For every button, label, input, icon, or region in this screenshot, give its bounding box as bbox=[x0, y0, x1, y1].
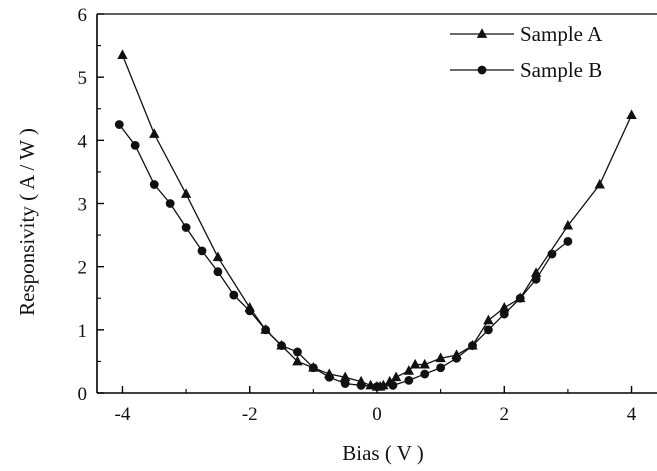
y-tick-label: 5 bbox=[78, 68, 88, 89]
x-tick-label: 2 bbox=[500, 404, 510, 425]
triangle-marker-point bbox=[435, 352, 446, 363]
x-tick-label: 0 bbox=[372, 404, 382, 425]
circle-marker-point bbox=[197, 246, 207, 256]
circle-marker-point bbox=[547, 249, 557, 259]
circle-marker-point bbox=[436, 363, 446, 373]
triangle-marker-point bbox=[594, 178, 605, 189]
series-line bbox=[118, 124, 569, 388]
triangle-marker-point bbox=[562, 219, 574, 230]
circle-marker-point bbox=[149, 180, 159, 189]
y-tick-label: 1 bbox=[78, 321, 88, 342]
circle-marker-point bbox=[468, 341, 477, 351]
legend-label: Sample A bbox=[520, 22, 603, 46]
circle-marker-point bbox=[356, 381, 366, 390]
circle-marker-point bbox=[130, 140, 140, 150]
triangle-marker-point bbox=[117, 49, 128, 59]
circle-marker-point bbox=[372, 382, 382, 392]
circle-marker-point bbox=[261, 325, 271, 335]
x-axis-title: Bias ( V ) bbox=[342, 441, 423, 465]
circle-marker-point bbox=[324, 372, 334, 382]
triangle-marker-point bbox=[339, 371, 351, 382]
triangle-marker-point bbox=[403, 365, 415, 375]
circle-marker-point bbox=[293, 347, 302, 357]
series-line bbox=[121, 54, 633, 388]
circle-marker-point bbox=[420, 369, 430, 379]
y-tick-label: 0 bbox=[78, 384, 88, 405]
y-axis-title: Responsivity ( A / W ) bbox=[15, 128, 39, 316]
triangle-marker-point bbox=[390, 371, 402, 382]
triangle-marker-point bbox=[180, 188, 192, 198]
circle-marker-point bbox=[213, 267, 223, 277]
y-tick-label: 6 bbox=[78, 5, 88, 26]
triangle-marker-point bbox=[499, 302, 510, 312]
circle-marker-point bbox=[165, 199, 175, 208]
circle-marker-point bbox=[308, 363, 318, 373]
y-tick-label: 4 bbox=[78, 131, 88, 152]
triangle-marker-point bbox=[292, 355, 303, 366]
circle-marker-point bbox=[404, 375, 414, 385]
x-tick-label: -2 bbox=[242, 404, 258, 425]
circle-marker-point bbox=[181, 223, 191, 232]
circle-marker-point bbox=[229, 290, 239, 300]
legend-circle-marker bbox=[477, 65, 487, 75]
series-sample-b bbox=[114, 120, 573, 392]
triangle-marker-point bbox=[419, 358, 430, 369]
triangle-marker-point bbox=[409, 358, 421, 369]
circle-marker-point bbox=[340, 379, 350, 388]
circle-marker-point bbox=[483, 325, 493, 335]
circle-marker-point bbox=[277, 341, 286, 351]
circle-marker-point bbox=[531, 274, 541, 284]
triangle-marker-point bbox=[483, 314, 494, 325]
legend: Sample A Sample B bbox=[450, 22, 603, 82]
series-sample-a bbox=[117, 49, 637, 391]
circle-marker-point bbox=[452, 353, 461, 363]
legend-triangle-marker bbox=[476, 28, 488, 38]
circle-marker-point bbox=[388, 381, 398, 390]
circle-marker-point bbox=[563, 236, 573, 246]
x-tick-label: 4 bbox=[627, 404, 637, 425]
plot-area bbox=[114, 49, 637, 392]
circle-marker-point bbox=[499, 309, 509, 319]
circle-marker-point bbox=[245, 306, 255, 316]
legend-label: Sample B bbox=[520, 58, 602, 82]
x-tick-label: -4 bbox=[115, 404, 131, 425]
triangle-marker-point bbox=[626, 109, 637, 119]
triangle-marker-point bbox=[212, 251, 224, 262]
y-tick-label: 2 bbox=[78, 258, 88, 279]
triangle-marker-point bbox=[149, 128, 160, 138]
ticks: 0 1 2 3 4 5 6 -4 -2 0 2 4 bbox=[78, 5, 637, 425]
y-tick-label: 3 bbox=[78, 195, 88, 216]
circle-marker-point bbox=[515, 293, 525, 303]
circle-marker-point bbox=[114, 120, 124, 129]
